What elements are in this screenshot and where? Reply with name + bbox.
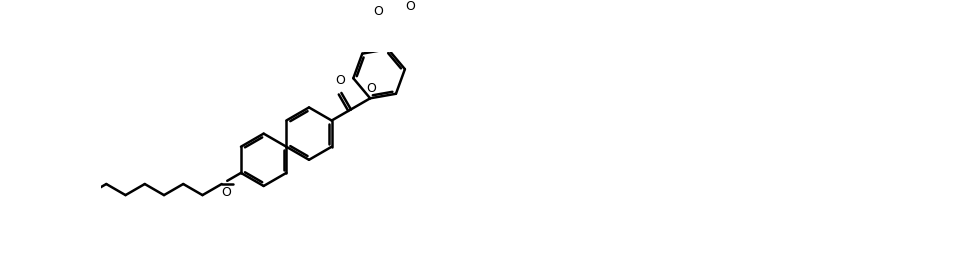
Text: O: O (372, 5, 382, 18)
Polygon shape (423, 0, 430, 15)
Text: O: O (221, 186, 232, 199)
Text: O: O (365, 82, 375, 95)
Text: O: O (405, 0, 415, 13)
Text: O: O (335, 74, 345, 87)
